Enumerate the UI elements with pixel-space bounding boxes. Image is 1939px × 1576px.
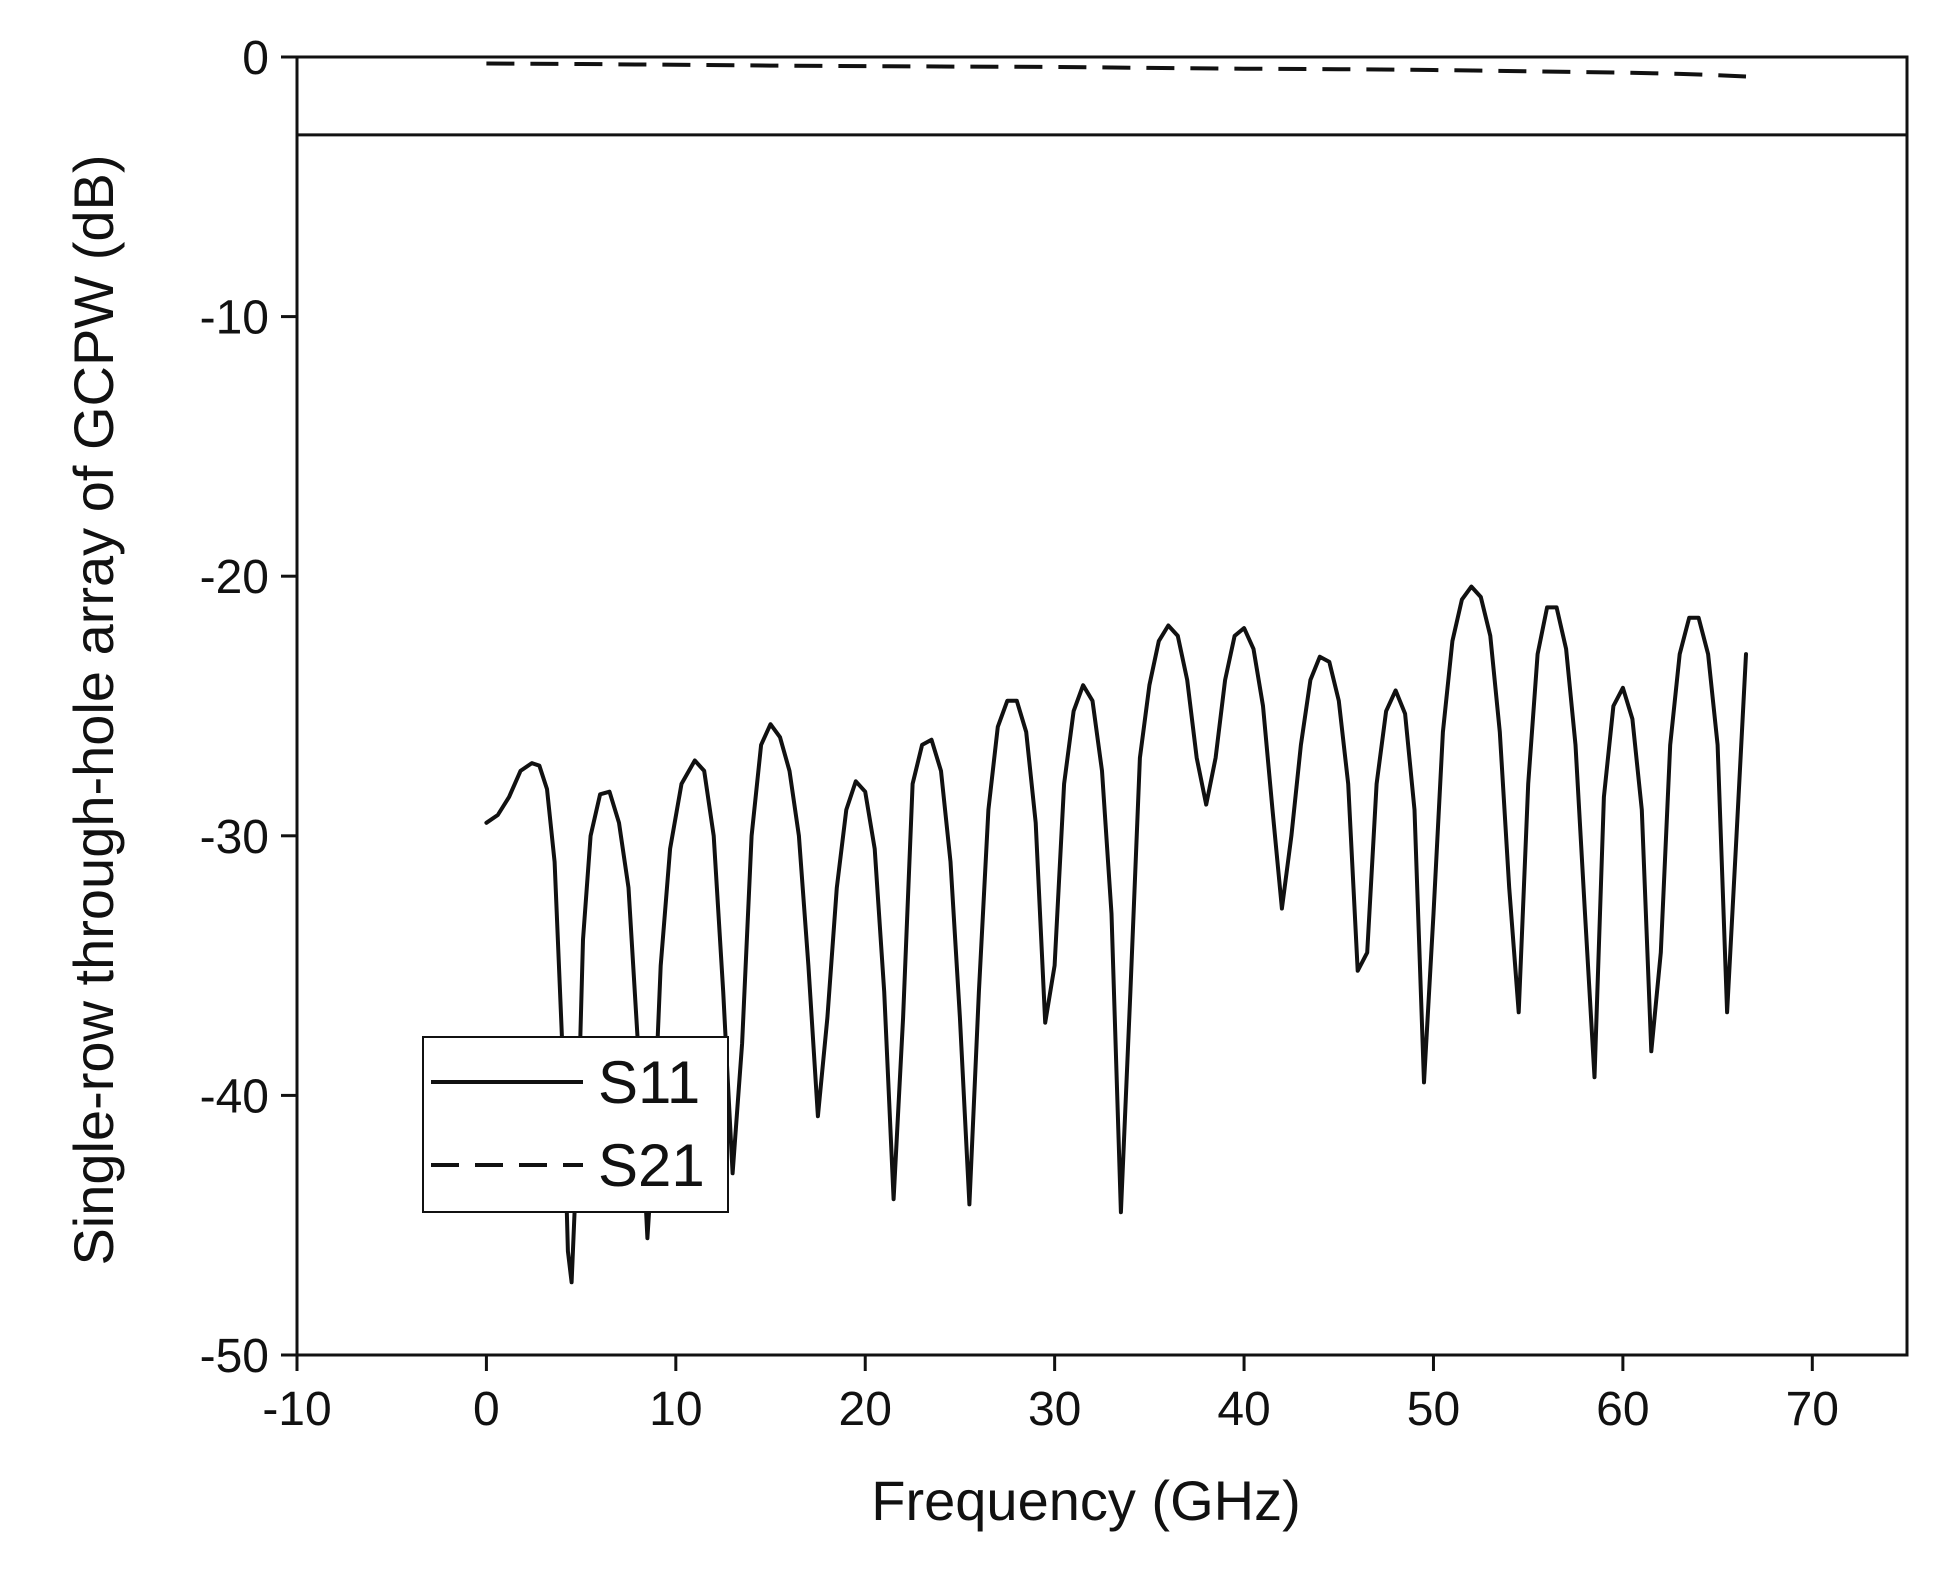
x-tick-label-0: -10 bbox=[262, 1383, 331, 1436]
y-tick-label-5: -50 bbox=[200, 1330, 269, 1383]
x-tick-label-6: 50 bbox=[1407, 1383, 1460, 1436]
legend-box bbox=[422, 1036, 729, 1213]
y-tick-label-3: -30 bbox=[200, 811, 269, 864]
series-line-s21 bbox=[486, 61, 1747, 79]
y-axis-label: Single-row through-hole array of GCPW (d… bbox=[62, 154, 125, 1265]
x-tick-label-7: 60 bbox=[1596, 1383, 1649, 1436]
legend-label-s21: S21 bbox=[598, 1132, 705, 1199]
y-tick-label-4: -40 bbox=[200, 1070, 269, 1123]
x-tick-label-3: 20 bbox=[839, 1383, 892, 1436]
y-tick-label-0: 0 bbox=[242, 32, 269, 85]
x-tick-label-2: 10 bbox=[649, 1383, 702, 1436]
axes-group bbox=[295, 55, 1909, 1357]
series-group bbox=[297, 61, 1907, 1285]
ticks-group: -10 0 10 20 30 40 50 60 70 0 -10 -20 -30 -40 -50 bbox=[200, 32, 1839, 1436]
x-axis-label: Frequency (GHz) bbox=[871, 1469, 1300, 1532]
x-tick-label-4: 30 bbox=[1028, 1383, 1081, 1436]
y-tick-label-2: -20 bbox=[200, 551, 269, 604]
x-tick-label-1: 0 bbox=[473, 1383, 500, 1436]
legend-label-s11: S11 bbox=[598, 1049, 700, 1116]
y-tick-label-1: -10 bbox=[200, 292, 269, 345]
plot-frame bbox=[295, 55, 1909, 1357]
x-tick-label-8: 70 bbox=[1786, 1383, 1839, 1436]
series-line-s11 bbox=[484, 584, 1748, 1285]
x-tick-label-5: 40 bbox=[1217, 1383, 1270, 1436]
